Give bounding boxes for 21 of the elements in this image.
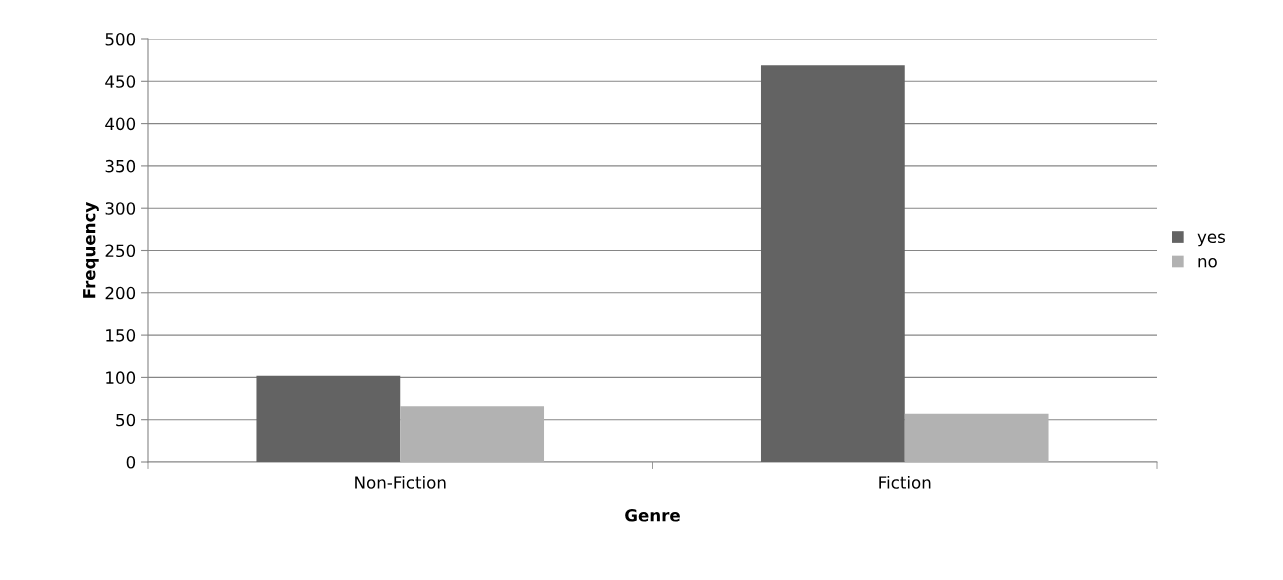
y-tick-label: 400 [105,117,136,131]
x-axis-title: Genre [625,508,680,522]
y-tick-label: 0 [126,455,136,469]
y-tick-label: 100 [106,371,136,384]
bar [904,413,1049,462]
bar [400,406,545,462]
y-tick-label: 50 [116,413,136,427]
x-tick-label: Non-Fiction [355,475,446,489]
legend-label: no [1198,258,1217,268]
y-tick-label: 350 [105,159,136,173]
y-tick-label: 150 [106,329,136,342]
y-axis-title: Frequency [83,202,99,298]
bar [256,375,401,462]
y-tick-label: 200 [105,286,136,300]
bar [760,65,905,462]
y-tick-label: 450 [105,75,136,88]
y-tick-label: 300 [105,202,136,215]
y-tick-label: 500 [105,32,136,46]
y-tick-label: 250 [105,244,136,258]
legend-label: yes [1197,233,1225,247]
x-tick-label: Fiction [879,475,931,489]
